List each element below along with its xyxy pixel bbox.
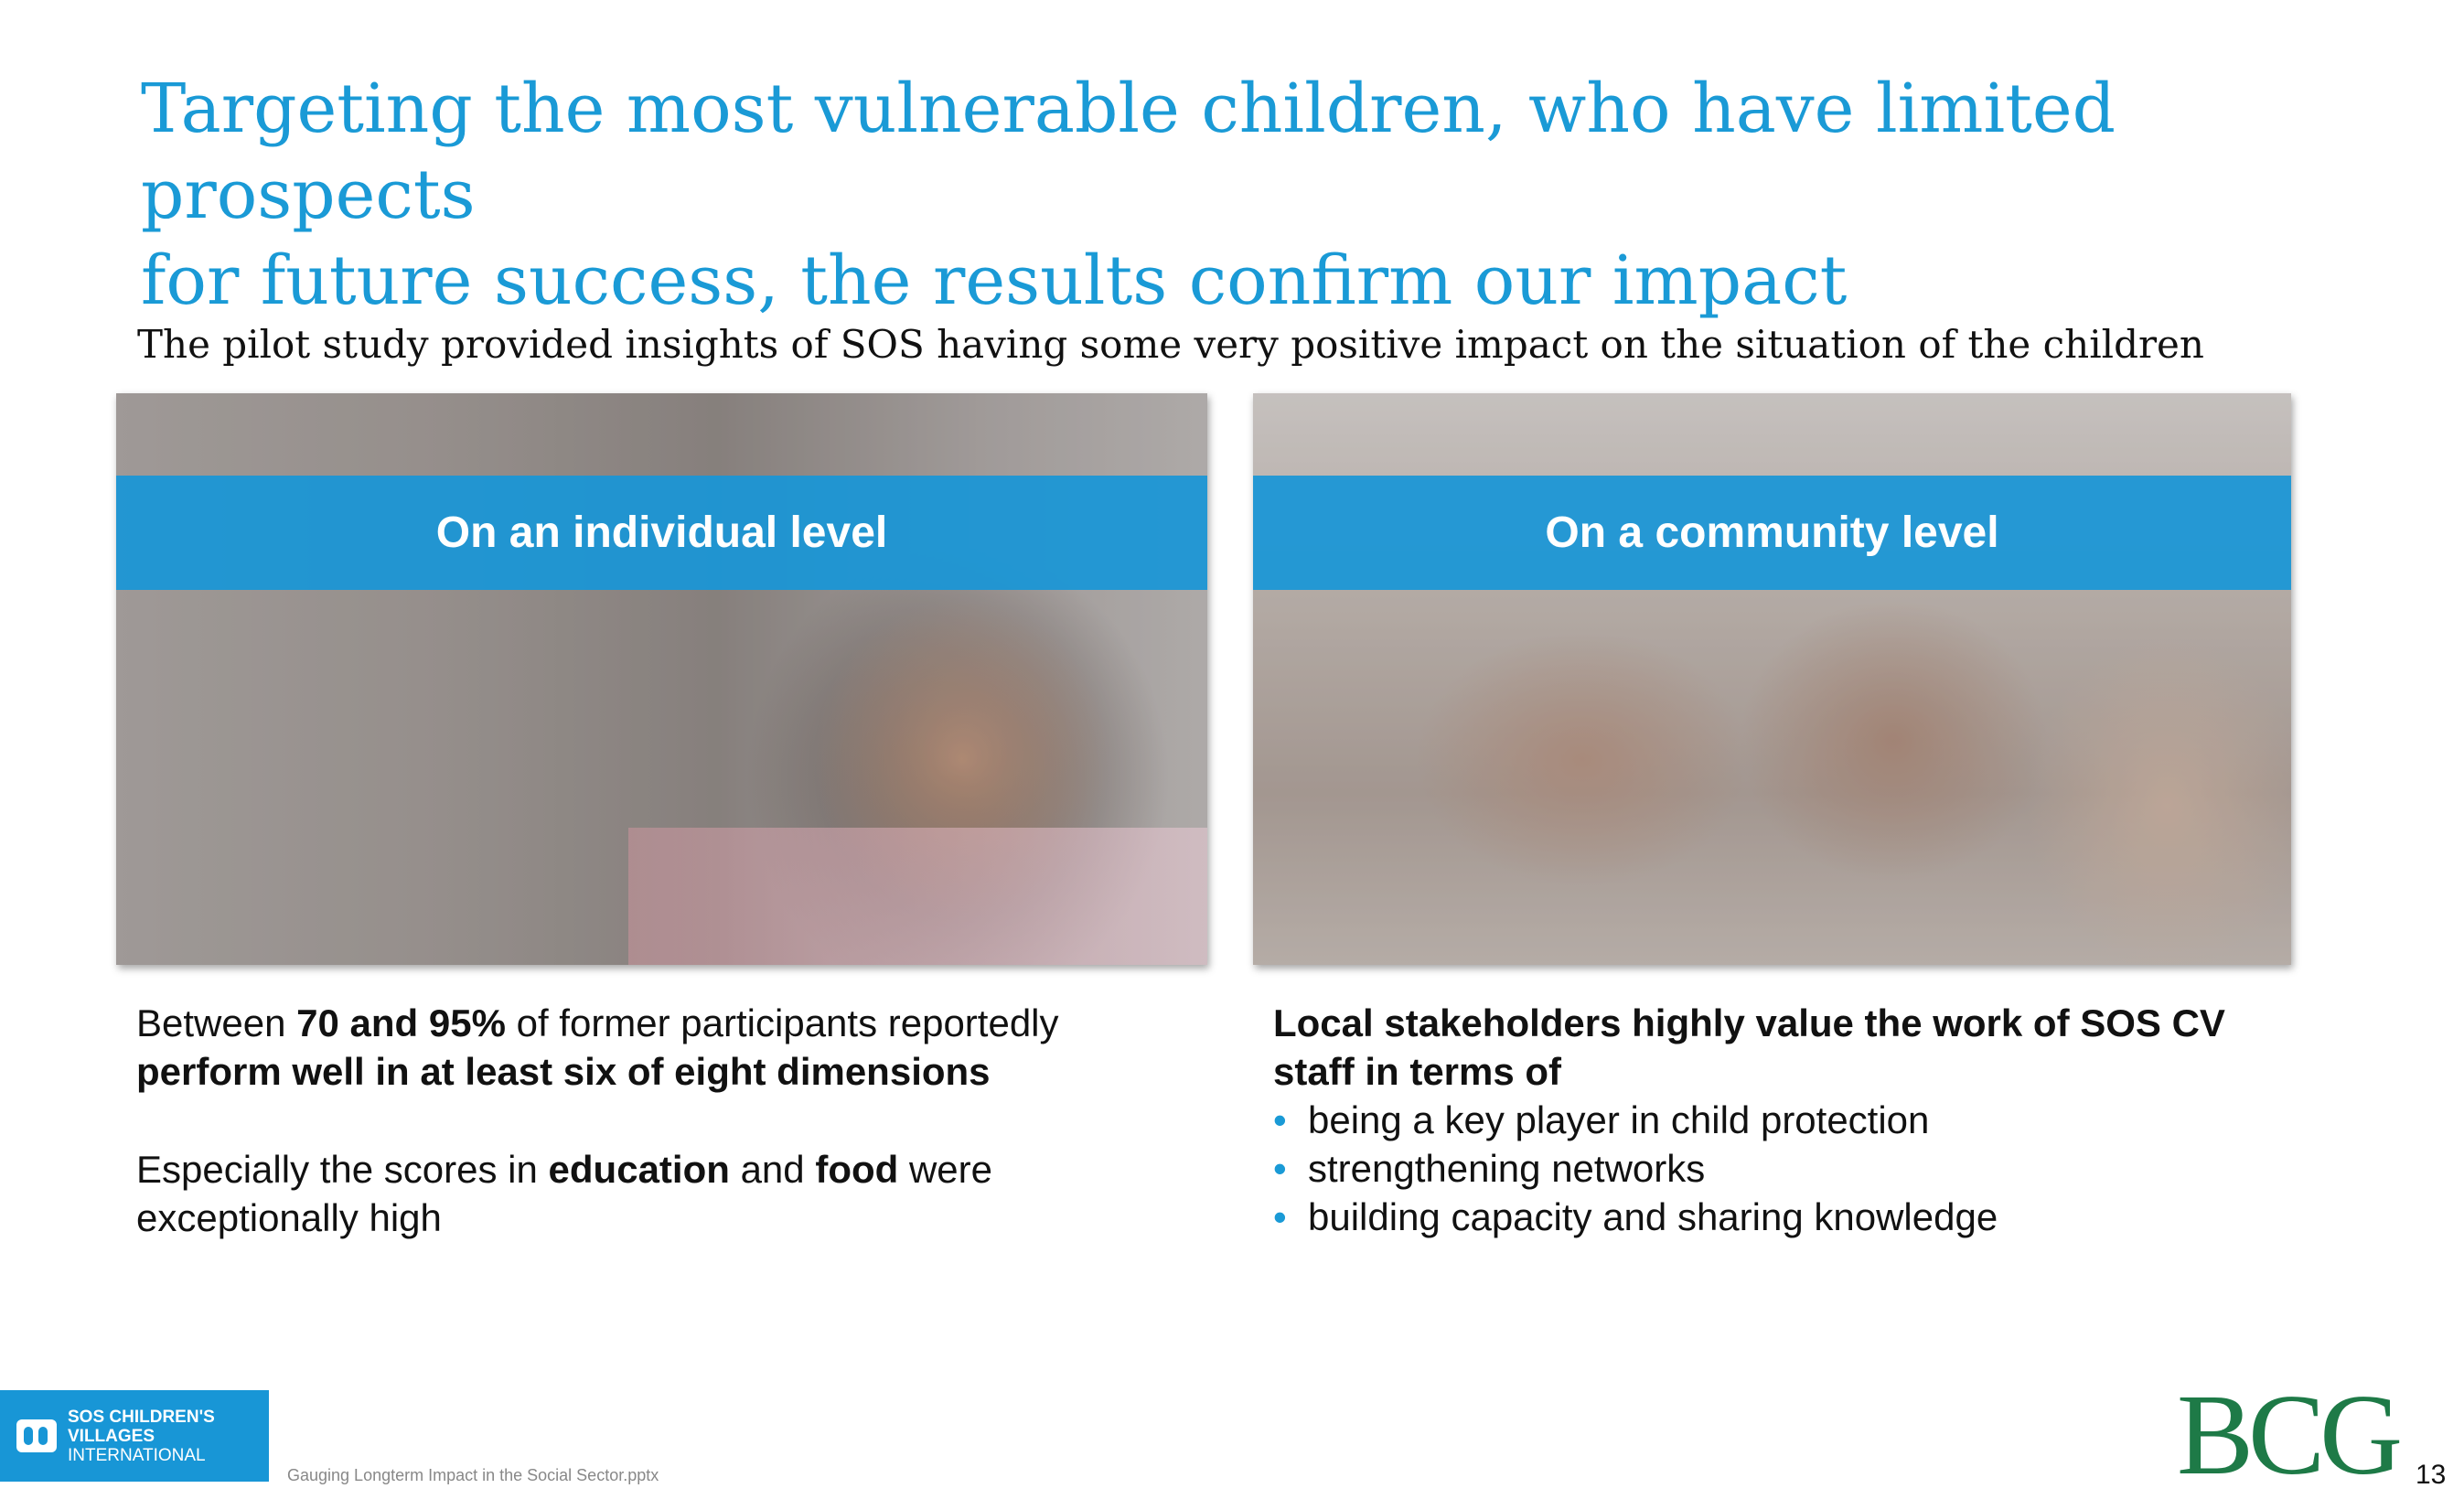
text-run: Between bbox=[136, 1001, 296, 1044]
bold-run: education bbox=[549, 1148, 730, 1191]
community-findings: Local stakeholders highly value the work… bbox=[1273, 999, 2279, 1241]
band-community-label: On a community level bbox=[1545, 508, 1998, 558]
bullet-text: building capacity and sharing knowledge bbox=[1308, 1195, 1998, 1238]
bold-run: food bbox=[815, 1148, 898, 1191]
community-lead: Local stakeholders highly value the work… bbox=[1273, 999, 2279, 1096]
bullet-text: strengthening networks bbox=[1308, 1147, 1705, 1190]
bold-run: Local stakeholders highly value the work… bbox=[1273, 1001, 2225, 1093]
title-line-1: Targeting the most vulnerable children, … bbox=[141, 70, 2116, 234]
band-community-level: On a community level bbox=[1253, 476, 2291, 590]
sos-logo-line-1: SOS CHILDREN'S bbox=[68, 1408, 215, 1427]
individual-finding-2: Especially the scores in education and f… bbox=[136, 1145, 1179, 1242]
bullet-icon: • bbox=[1273, 1096, 1287, 1144]
community-bullet-list: • being a key player in child protection … bbox=[1273, 1096, 2279, 1241]
sos-logo-line-3: INTERNATIONAL bbox=[68, 1446, 215, 1465]
individual-findings: Between 70 and 95% of former participant… bbox=[136, 999, 1179, 1242]
sos-childrens-villages-logo: SOS CHILDREN'S VILLAGES INTERNATIONAL bbox=[0, 1390, 269, 1482]
text-run: of former participants reportedly bbox=[506, 1001, 1059, 1044]
photo-girl: On an individual level bbox=[116, 393, 1207, 965]
photo-raised-hands: On a community level bbox=[1253, 393, 2291, 965]
slide-title: Targeting the most vulnerable children, … bbox=[141, 66, 2336, 324]
page-number: 13 bbox=[2416, 1460, 2446, 1491]
text-run: Especially the scores in bbox=[136, 1148, 549, 1191]
slide-subtitle: The pilot study provided insights of SOS… bbox=[137, 322, 2332, 367]
list-item: • strengthening networks bbox=[1273, 1144, 2279, 1193]
bold-run: perform well in at least six of eight di… bbox=[136, 1050, 991, 1093]
title-line-2: for future success, the results confirm … bbox=[141, 241, 1847, 320]
bcg-logo: BCG bbox=[2177, 1381, 2397, 1491]
list-item: • being a key player in child protection bbox=[1273, 1096, 2279, 1144]
text-run: and bbox=[730, 1148, 815, 1191]
sos-logo-line-2: VILLAGES bbox=[68, 1427, 215, 1446]
sos-logo-text: SOS CHILDREN'S VILLAGES INTERNATIONAL bbox=[68, 1408, 215, 1465]
bold-run: 70 and 95% bbox=[296, 1001, 506, 1044]
band-individual-label: On an individual level bbox=[436, 508, 887, 558]
sos-children-icon bbox=[16, 1419, 57, 1452]
footer-file-name: Gauging Longterm Impact in the Social Se… bbox=[287, 1466, 659, 1485]
bullet-text: being a key player in child protection bbox=[1308, 1098, 1929, 1141]
bullet-icon: • bbox=[1273, 1144, 1287, 1193]
band-individual-level: On an individual level bbox=[116, 476, 1207, 590]
individual-finding-1: Between 70 and 95% of former participant… bbox=[136, 999, 1179, 1096]
list-item: • building capacity and sharing knowledge bbox=[1273, 1193, 2279, 1241]
bullet-icon: • bbox=[1273, 1193, 1287, 1241]
